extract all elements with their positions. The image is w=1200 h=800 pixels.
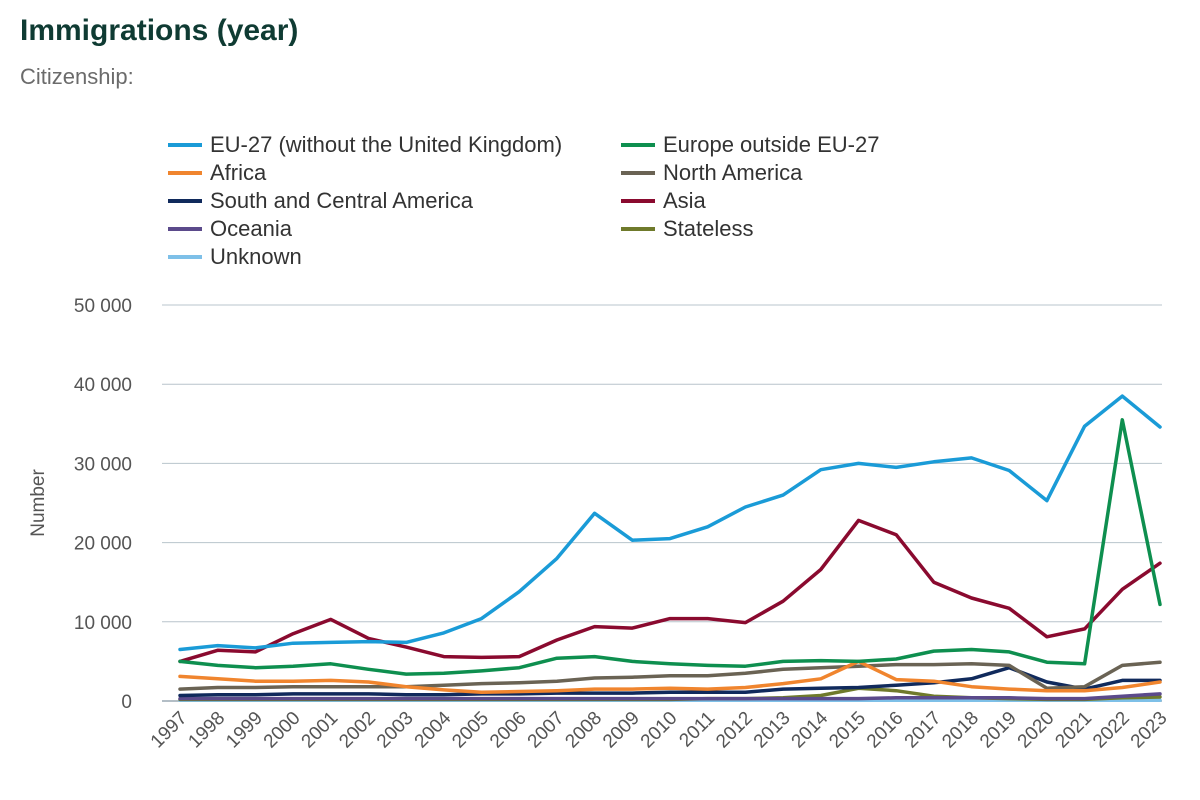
legend-swatch: [621, 227, 655, 231]
legend-swatch: [168, 171, 202, 175]
legend-item: South and Central America: [168, 188, 473, 214]
legend-item: EU-27 (without the United Kingdom): [168, 132, 562, 158]
x-tick-label: 1998: [184, 708, 229, 753]
x-tick-label: 1999: [222, 708, 267, 753]
x-tick-label: 2014: [788, 707, 833, 752]
y-axis-title: Number: [28, 469, 49, 537]
x-tick-label: 2001: [298, 708, 343, 753]
series-line-1: [178, 418, 1162, 676]
legend-item: Stateless: [621, 216, 754, 242]
x-tick-label: 2020: [1014, 708, 1059, 753]
chart-subtitle: Citizenship:: [20, 64, 134, 89]
x-tick-label: 2008: [561, 708, 606, 753]
series-line-3: [178, 660, 1162, 691]
legend-swatch: [168, 143, 202, 147]
x-tick-label: 2007: [524, 708, 569, 753]
x-tick-label: 2009: [599, 708, 644, 753]
legend-swatch: [168, 255, 202, 259]
y-tick-label: 30 000: [74, 454, 132, 475]
legend-item: Asia: [621, 188, 706, 214]
legend-item: Africa: [168, 160, 266, 186]
x-tick-label: 2016: [863, 708, 908, 753]
series-line-2: [178, 659, 1162, 695]
x-tick-label: 2013: [750, 708, 795, 753]
series-line-5: [178, 518, 1162, 664]
x-tick-label: 2023: [1127, 708, 1172, 753]
series-line-4: [178, 665, 1162, 698]
x-tick-label: 2011: [675, 708, 719, 752]
x-tick-label: 2018: [938, 708, 983, 753]
x-tick-label: 2022: [1089, 708, 1134, 753]
legend-label: North America: [663, 160, 803, 185]
x-tick-label: 1997: [147, 708, 192, 753]
legend-swatch: [621, 199, 655, 203]
legend-label: Asia: [663, 188, 706, 213]
x-tick-label: 2003: [373, 708, 418, 753]
y-tick-label: 10 000: [74, 613, 132, 634]
legend-label: Europe outside EU-27: [663, 132, 880, 157]
series-line-6: [178, 692, 1162, 701]
legend-swatch: [621, 143, 655, 147]
legend-label: EU-27 (without the United Kingdom): [210, 132, 563, 157]
legend-label: Stateless: [663, 216, 754, 241]
x-tick-label: 2005: [448, 708, 493, 753]
x-tick-label: 2010: [637, 708, 682, 753]
x-tick-label: 2021: [1051, 708, 1096, 753]
x-tick-label: 2004: [411, 707, 456, 752]
legend-label: Unknown: [210, 244, 302, 269]
legend-label: Oceania: [210, 216, 292, 241]
legend-swatch: [168, 227, 202, 231]
legend-item: Oceania: [168, 216, 292, 242]
chart-title: Immigrations (year): [20, 14, 299, 47]
x-tick-label: 2006: [486, 708, 531, 753]
legend-swatch: [168, 199, 202, 203]
y-tick-label: 50 000: [74, 296, 132, 317]
y-tick-label: 0: [121, 692, 132, 713]
x-tick-label: 2002: [335, 708, 380, 753]
legend-item: Europe outside EU-27: [621, 132, 879, 158]
legend-item: Unknown: [168, 244, 302, 270]
series-line-0: [178, 394, 1162, 652]
x-tick-label: 2019: [976, 708, 1021, 753]
legend-label: South and Central America: [210, 188, 473, 213]
x-tick-label: 2015: [825, 708, 870, 753]
legend-label: Africa: [210, 160, 267, 185]
x-tick-label: 2017: [901, 708, 946, 753]
x-tick-label: 2012: [712, 708, 757, 753]
legend-item: North America: [621, 160, 802, 186]
y-tick-label: 40 000: [74, 375, 132, 396]
x-tick-label: 2000: [260, 708, 305, 753]
legend-swatch: [621, 171, 655, 175]
y-tick-label: 20 000: [74, 534, 132, 555]
